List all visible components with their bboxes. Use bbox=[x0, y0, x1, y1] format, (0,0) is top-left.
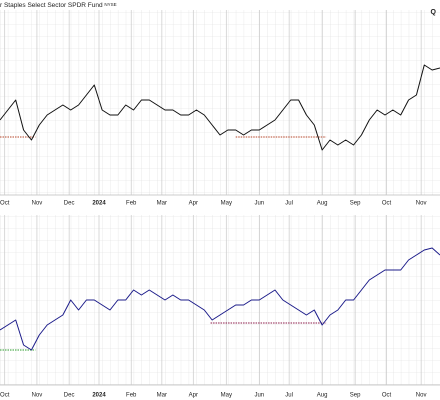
x-tick-label: Apr bbox=[189, 393, 198, 399]
x-tick-label: Aug bbox=[317, 201, 328, 207]
x-tick-label: Jul bbox=[285, 393, 293, 399]
x-tick-label: Nov bbox=[32, 201, 43, 207]
price-panel: Oct Nov Dec 2024 Feb Mar Apr May Jun Jul Aug Sep Oct… bbox=[0, 10, 440, 207]
x-tick-label: Oct bbox=[382, 393, 392, 399]
grid bbox=[0, 215, 440, 385]
x-tick-label: Nov bbox=[416, 393, 427, 399]
x-tick-label: Aug bbox=[317, 393, 328, 399]
x-tick-label: Nov bbox=[416, 201, 427, 207]
exchange: NYSE bbox=[104, 2, 116, 7]
chart-title: r Staples Select Sector SPDR Fund NYSE bbox=[0, 2, 117, 9]
x-tick-label: Feb bbox=[126, 393, 137, 399]
x-tick-label: Mar bbox=[157, 201, 167, 207]
x-tick-label: Jun bbox=[254, 201, 264, 207]
corner-label: Q bbox=[431, 9, 437, 16]
price-line bbox=[0, 247, 440, 351]
x-tick-label: 2024 bbox=[92, 393, 106, 399]
x-tick-label: Mar bbox=[157, 393, 167, 399]
x-tick-label: 2024 bbox=[92, 201, 106, 207]
x-tick-label: Oct bbox=[0, 393, 10, 399]
indicator-panel: Oct Nov Dec 2024 Feb Mar Apr May Jun Jul Aug Sep Oct… bbox=[0, 215, 440, 399]
price-line bbox=[0, 64, 440, 151]
x-tick-label: Dec bbox=[64, 393, 75, 399]
x-tick-label: May bbox=[221, 201, 232, 207]
x-tick-label: Jul bbox=[285, 201, 293, 207]
title-text: r Staples Select Sector SPDR Fund bbox=[0, 2, 103, 9]
grid bbox=[0, 10, 440, 195]
x-tick-label: Dec bbox=[64, 201, 75, 207]
x-tick-label: Apr bbox=[189, 201, 198, 207]
x-tick-label: Sep bbox=[350, 393, 361, 399]
x-tick-label: Sep bbox=[350, 201, 361, 207]
x-tick-label: May bbox=[221, 393, 232, 399]
x-tick-label: Feb bbox=[126, 201, 137, 207]
x-tick-label: Nov bbox=[32, 393, 43, 399]
x-tick-label: Oct bbox=[0, 201, 10, 207]
x-tick-label: Jun bbox=[254, 393, 264, 399]
x-tick-label: Oct bbox=[382, 201, 392, 207]
